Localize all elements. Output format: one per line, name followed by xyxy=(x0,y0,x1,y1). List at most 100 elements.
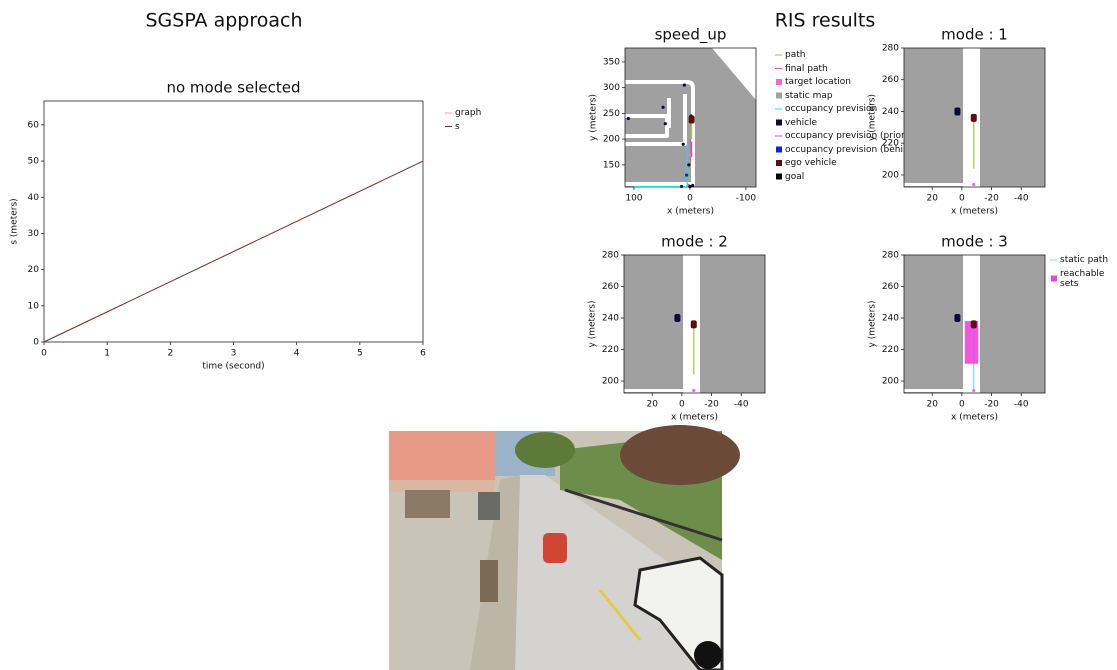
bus-stop xyxy=(405,490,450,518)
legend-label: static path xyxy=(1060,255,1109,265)
x-tick-label: 3 xyxy=(231,349,237,359)
legend-entry: occupancy prevision (behind) xyxy=(785,145,918,155)
y-tick-label: 220 xyxy=(602,345,619,355)
y-tick-label: 220 xyxy=(882,345,899,355)
legend-entry: static map xyxy=(785,90,833,101)
car xyxy=(543,533,567,563)
legend-marker xyxy=(776,79,782,85)
legend-entry: graph xyxy=(455,108,482,118)
road xyxy=(625,94,687,146)
bus-stop xyxy=(478,492,500,520)
y-tick-label: 280 xyxy=(882,44,899,54)
y-axis-label: y (meters) xyxy=(868,301,878,348)
legend-marker xyxy=(776,119,782,126)
series-point xyxy=(687,163,691,167)
series-point xyxy=(681,142,685,146)
y-tick-label: 260 xyxy=(882,75,899,85)
fence xyxy=(564,488,723,542)
legend-entry: reachable sets xyxy=(1060,268,1105,289)
series-point xyxy=(663,122,667,126)
x-tick-label: 0 xyxy=(959,194,965,204)
chart-title: no mode selected xyxy=(166,79,300,97)
x-tick-label: 100 xyxy=(625,194,642,204)
y-tick-label: 260 xyxy=(882,282,899,292)
panel-title: SGSPA approach xyxy=(145,10,302,32)
legend-label: goal xyxy=(785,171,805,182)
x-tick-label: -40 xyxy=(734,400,749,410)
x-tick-label: -20 xyxy=(704,400,719,410)
x-axis-label: x (meters) xyxy=(667,207,714,217)
x-axis-label: x (meters) xyxy=(951,207,998,217)
y-tick-label: 200 xyxy=(882,170,899,180)
x-tick-label: 20 xyxy=(926,400,938,410)
y-tick-label: 200 xyxy=(882,377,899,387)
legend-label: graph xyxy=(455,108,482,118)
series-point xyxy=(661,105,665,109)
y-tick-label: 50 xyxy=(28,157,40,167)
x-tick-label: 1 xyxy=(104,349,110,359)
y-tick-label: 20 xyxy=(28,265,40,275)
series-line xyxy=(633,144,688,188)
y-tick-label: 240 xyxy=(882,107,899,117)
y-axis-label: y (meters) xyxy=(588,301,598,348)
legend-entry: ego vehicle xyxy=(785,158,837,168)
y-tick-label: 300 xyxy=(603,83,620,93)
legend-label: final path xyxy=(785,63,828,74)
legend-label: occupancy prevision xyxy=(785,104,878,114)
series-point xyxy=(688,184,692,189)
chart-title: mode : 1 xyxy=(941,26,1008,44)
legend-entry: vehicle xyxy=(785,118,817,128)
axes-frame xyxy=(903,254,1046,394)
legend-entry: final path xyxy=(785,63,828,74)
series-point xyxy=(684,173,689,177)
series-point xyxy=(688,152,692,157)
legend-marker xyxy=(776,146,782,153)
sidewalk xyxy=(389,480,495,492)
series-point xyxy=(691,183,695,188)
y-tick-label: 150 xyxy=(603,160,620,170)
y-tick-label: 220 xyxy=(882,139,899,149)
x-tick-label: 20 xyxy=(646,400,658,410)
legend-label: reachable sets xyxy=(1060,268,1105,289)
x-tick-label: -100 xyxy=(736,194,757,204)
series-point xyxy=(626,116,630,121)
y-tick-label: 200 xyxy=(603,135,620,145)
x-tick-label: -20 xyxy=(984,194,999,204)
legend-marker xyxy=(776,160,782,166)
legend-entry: occupancy prevision xyxy=(785,104,878,114)
series-point xyxy=(972,182,976,187)
road xyxy=(904,389,966,392)
axes-frame xyxy=(623,254,766,394)
series-marker xyxy=(954,107,961,116)
y-tick-label: 240 xyxy=(602,314,619,324)
road xyxy=(624,389,686,392)
y-tick-label: 60 xyxy=(28,120,40,130)
y-axis-label: y (meters) xyxy=(589,94,599,141)
legend-label: ego vehicle xyxy=(785,158,837,168)
van xyxy=(633,556,724,670)
y-tick-label: 200 xyxy=(602,377,619,387)
series-marker xyxy=(970,113,977,122)
x-tick-label: 5 xyxy=(357,349,363,359)
bench xyxy=(480,560,498,602)
legend-entry: occupancy prevision (priority) xyxy=(785,131,920,141)
x-tick-label: 0 xyxy=(959,400,965,410)
y-axis-label: s (meters) xyxy=(10,198,20,244)
y-tick-label: 0 xyxy=(33,338,39,348)
legend-label: occupancy prevision (priority) xyxy=(785,131,920,141)
y-tick-label: 30 xyxy=(28,229,40,239)
legend-entry: static path xyxy=(1060,255,1109,265)
y-tick-label: 260 xyxy=(602,282,619,292)
legend-label: target location xyxy=(785,77,851,87)
legend-label: static map xyxy=(785,90,833,101)
y-tick-label: 40 xyxy=(28,193,40,203)
chart-title: mode : 3 xyxy=(941,233,1008,251)
y-tick-label: 280 xyxy=(882,251,899,261)
x-tick-label: 0 xyxy=(41,349,47,359)
x-tick-label: 2 xyxy=(167,349,173,359)
x-tick-label: -40 xyxy=(1014,400,1029,410)
series-marker xyxy=(970,320,977,329)
legend-marker xyxy=(1051,275,1057,282)
